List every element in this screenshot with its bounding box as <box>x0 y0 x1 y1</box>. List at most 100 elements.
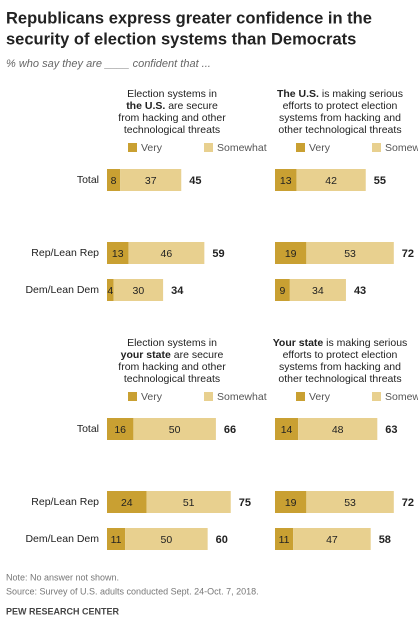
value-label: 11 <box>111 534 122 546</box>
panel-title-segment: Election systems in <box>127 88 217 100</box>
panel-title-segment: from hacking and other <box>118 361 226 373</box>
bar-segment <box>275 528 294 550</box>
panel-title-line: from hacking and other <box>118 361 226 373</box>
value-label: 51 <box>183 497 195 509</box>
bar-segment <box>306 242 394 264</box>
bar-segment <box>275 491 307 513</box>
panel-title-segment: from hacking and other <box>118 112 226 124</box>
value-label: 19 <box>285 248 297 260</box>
bar-segment <box>107 491 147 513</box>
panel-title-line: efforts to protect election <box>283 349 398 361</box>
bar-segment <box>298 418 378 440</box>
value-label: 13 <box>280 175 292 187</box>
bar-segment <box>275 279 290 301</box>
legend-label: Very <box>309 391 331 403</box>
panel-title-segment: your state <box>121 349 171 361</box>
total-label: 60 <box>216 534 228 546</box>
category-label: Rep/Lean Rep <box>31 247 99 259</box>
category-label: Rep/Lean Rep <box>31 496 99 508</box>
total-label: 66 <box>224 424 236 436</box>
legend-label: Somewhat <box>217 142 267 154</box>
panel-title-segment: is making serious <box>319 88 403 100</box>
panel-title-line: other technological threats <box>278 124 401 136</box>
panel-title-segment: efforts to protect election <box>283 100 398 112</box>
value-label: 16 <box>114 424 126 436</box>
panel-title-segment: is making serious <box>323 337 407 349</box>
value-label: 37 <box>145 175 157 187</box>
panel-title-segment: other technological threats <box>278 373 401 385</box>
legend-swatch <box>128 392 137 401</box>
value-label: 13 <box>112 248 124 260</box>
panel-title-segment: The U.S. <box>277 88 319 100</box>
value-label: 53 <box>344 497 356 509</box>
value-label: 11 <box>279 534 290 546</box>
panel-title-segment: systems from hacking and <box>279 361 401 373</box>
panel-title-line: systems from hacking and <box>279 112 401 124</box>
value-label: 30 <box>133 285 145 297</box>
bar-segment <box>133 418 216 440</box>
panel-title-line: the U.S. are secure <box>126 100 218 112</box>
category-label: Dem/Lean Dem <box>25 533 99 545</box>
value-label: 42 <box>325 175 337 187</box>
panel-title-line: other technological threats <box>278 373 401 385</box>
total-label: 59 <box>212 248 224 260</box>
value-label: 50 <box>169 424 181 436</box>
subtitle: % who say they are ____ confident that .… <box>6 58 211 70</box>
panel-title-line: Your state is making serious <box>273 337 408 349</box>
bar-segment <box>275 242 307 264</box>
value-label: 50 <box>161 534 173 546</box>
panel-title-line: from hacking and other <box>118 112 226 124</box>
panel-title-segment: are secure <box>165 100 218 112</box>
legend-swatch <box>296 392 305 401</box>
bar-segment <box>120 169 182 191</box>
legend-swatch <box>128 143 137 152</box>
total-label: 43 <box>354 285 366 297</box>
title-line: security of election systems than Democr… <box>6 30 356 48</box>
panel-title-segment: Your state <box>273 337 324 349</box>
bar-segment <box>107 418 134 440</box>
bar-segment <box>275 169 297 191</box>
legend-swatch <box>204 392 213 401</box>
value-label: 8 <box>111 175 117 187</box>
bar-segment <box>125 528 208 550</box>
bar-segment <box>289 279 346 301</box>
bar-segment <box>107 242 129 264</box>
panel-title-segment: Election systems in <box>127 337 217 349</box>
value-label: 19 <box>285 497 297 509</box>
bar-segment <box>107 169 121 191</box>
total-label: 55 <box>374 175 386 187</box>
value-label: 14 <box>281 424 293 436</box>
category-label: Dem/Lean Dem <box>25 284 99 296</box>
legend-swatch <box>296 143 305 152</box>
footer: PEW RESEARCH CENTER <box>6 606 120 616</box>
total-label: 72 <box>402 248 414 260</box>
value-label: 53 <box>344 248 356 260</box>
panel-title-segment: efforts to protect election <box>283 349 398 361</box>
value-label: 9 <box>280 285 286 297</box>
panel-title-segment: technological threats <box>124 124 220 136</box>
total-label: 58 <box>379 534 391 546</box>
bar-segment <box>146 491 231 513</box>
total-label: 75 <box>239 497 251 509</box>
legend-label: Very <box>141 391 163 403</box>
legend-label: Somewhat <box>385 391 418 403</box>
total-label: 72 <box>402 497 414 509</box>
bar-segment <box>107 279 114 301</box>
bar-segment <box>128 242 205 264</box>
legend-label: Somewhat <box>385 142 418 154</box>
panel-title-line: systems from hacking and <box>279 361 401 373</box>
bar-segment <box>293 528 371 550</box>
panel-title-line: technological threats <box>124 373 220 385</box>
value-label: 48 <box>332 424 344 436</box>
title-line: Republicans express greater confidence i… <box>6 9 372 27</box>
panel-title-segment: systems from hacking and <box>279 112 401 124</box>
bar-segment <box>275 418 299 440</box>
panel-title-line: The U.S. is making serious <box>277 88 403 100</box>
legend-label: Somewhat <box>217 391 267 403</box>
panel-title-line: Election systems in <box>127 337 217 349</box>
legend-swatch <box>372 143 381 152</box>
bar-segment <box>113 279 164 301</box>
category-label: Total <box>77 174 99 186</box>
value-label: 24 <box>121 497 133 509</box>
